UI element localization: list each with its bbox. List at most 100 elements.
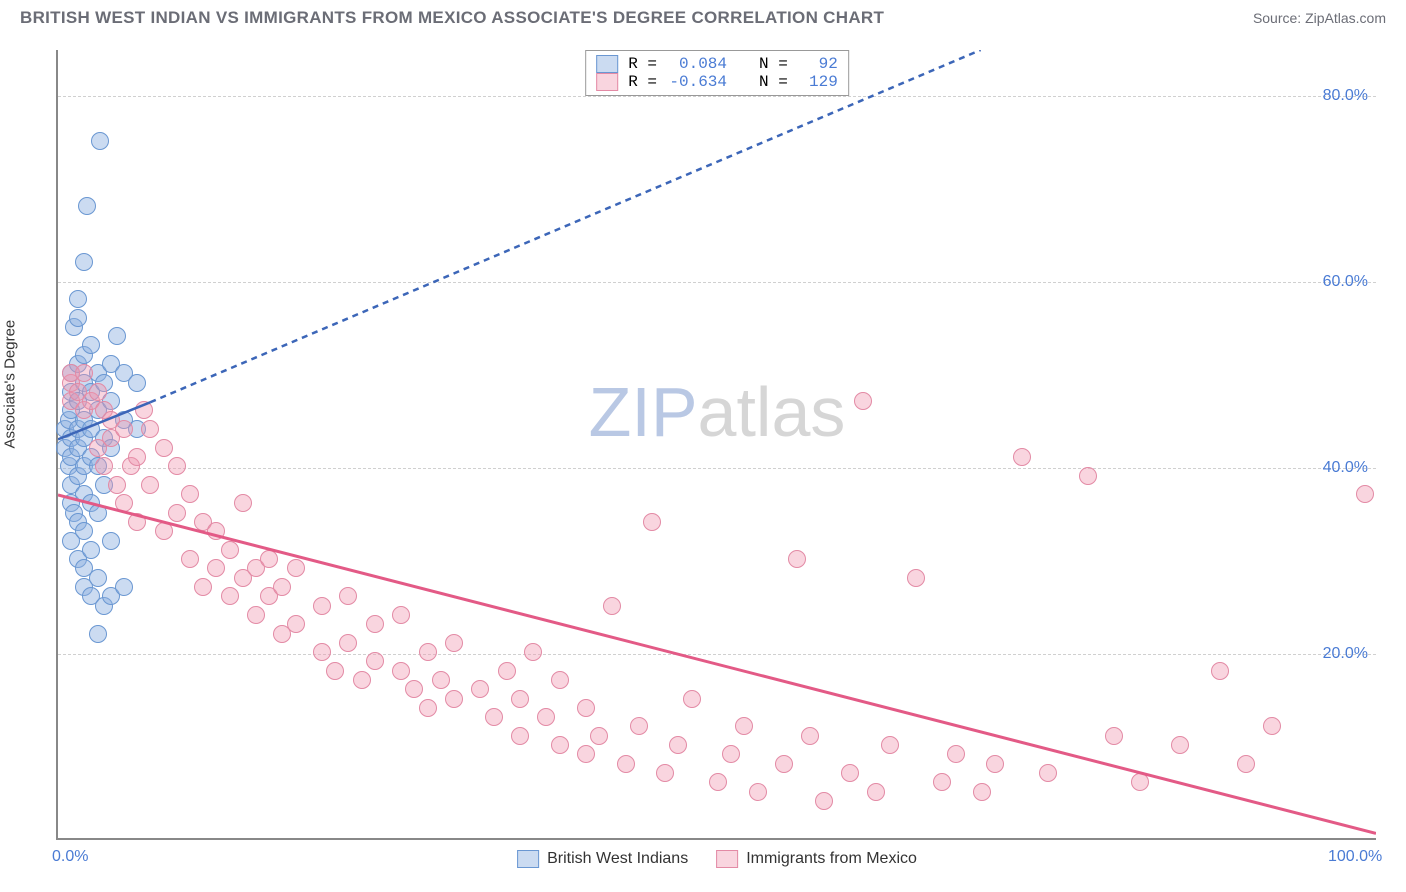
data-point-bwi [89, 504, 107, 522]
source-label: Source: ZipAtlas.com [1253, 10, 1386, 26]
stats-legend: R = 0.084 N = 92 R = -0.634 N = 129 [585, 50, 849, 96]
data-point-mex [247, 606, 265, 624]
data-point-mex [749, 783, 767, 801]
data-point-mex [590, 727, 608, 745]
data-point-mex [221, 541, 239, 559]
data-point-bwi [75, 522, 93, 540]
data-point-mex [801, 727, 819, 745]
data-point-mex [881, 736, 899, 754]
data-point-mex [287, 615, 305, 633]
data-point-mex [128, 513, 146, 531]
data-point-mex [221, 587, 239, 605]
data-point-mex [722, 745, 740, 763]
data-point-mex [405, 680, 423, 698]
data-point-bwi [102, 532, 120, 550]
data-point-mex [867, 783, 885, 801]
data-point-mex [551, 671, 569, 689]
data-point-bwi [108, 327, 126, 345]
data-point-mex [432, 671, 450, 689]
data-point-mex [617, 755, 635, 773]
gridline [58, 654, 1376, 655]
data-point-mex [168, 457, 186, 475]
data-point-mex [775, 755, 793, 773]
data-point-bwi [75, 253, 93, 271]
data-point-mex [1013, 448, 1031, 466]
gridline [58, 468, 1376, 469]
data-point-bwi [89, 569, 107, 587]
data-point-bwi [69, 290, 87, 308]
ytick-label: 60.0% [1323, 273, 1368, 291]
data-point-bwi [91, 132, 109, 150]
data-point-mex [1105, 727, 1123, 745]
legend-item-bwi: British West Indians [517, 850, 688, 868]
data-point-mex [1237, 755, 1255, 773]
data-point-mex [392, 606, 410, 624]
data-point-mex [709, 773, 727, 791]
data-point-mex [339, 587, 357, 605]
data-point-mex [551, 736, 569, 754]
data-point-mex [643, 513, 661, 531]
data-point-mex [1131, 773, 1149, 791]
data-point-mex [577, 699, 595, 717]
data-point-mex [313, 597, 331, 615]
data-point-mex [907, 569, 925, 587]
legend-item-mex: Immigrants from Mexico [716, 850, 917, 868]
data-point-mex [815, 792, 833, 810]
data-point-mex [933, 773, 951, 791]
regression-lines [58, 50, 1376, 838]
data-point-mex [75, 364, 93, 382]
data-point-mex [287, 559, 305, 577]
data-point-mex [524, 643, 542, 661]
data-point-mex [392, 662, 410, 680]
data-point-mex [669, 736, 687, 754]
data-point-mex [656, 764, 674, 782]
data-point-mex [207, 522, 225, 540]
data-point-mex [194, 578, 212, 596]
data-point-mex [366, 652, 384, 670]
data-point-mex [841, 764, 859, 782]
data-point-mex [135, 401, 153, 419]
data-point-mex [973, 783, 991, 801]
xtick-label: 0.0% [52, 848, 88, 866]
data-point-mex [339, 634, 357, 652]
data-point-mex [1079, 467, 1097, 485]
data-point-mex [260, 550, 278, 568]
data-point-mex [115, 494, 133, 512]
data-point-mex [155, 439, 173, 457]
data-point-mex [353, 671, 371, 689]
gridline [58, 282, 1376, 283]
data-point-mex [854, 392, 872, 410]
ytick-label: 40.0% [1323, 459, 1368, 477]
data-point-mex [95, 457, 113, 475]
ytick-label: 20.0% [1323, 645, 1368, 663]
data-point-mex [89, 383, 107, 401]
data-point-mex [537, 708, 555, 726]
data-point-mex [115, 420, 133, 438]
data-point-mex [141, 420, 159, 438]
data-point-mex [577, 745, 595, 763]
data-point-mex [498, 662, 516, 680]
data-point-mex [485, 708, 503, 726]
data-point-mex [168, 504, 186, 522]
data-point-bwi [82, 336, 100, 354]
data-point-mex [683, 690, 701, 708]
swatch-mex-icon [716, 850, 738, 868]
chart-header: BRITISH WEST INDIAN VS IMMIGRANTS FROM M… [0, 0, 1406, 32]
data-point-mex [1211, 662, 1229, 680]
series-legend: British West Indians Immigrants from Mex… [517, 850, 917, 868]
plot-area: ZIPatlas R = 0.084 N = 92 R = -0.634 N =… [56, 50, 1376, 840]
data-point-mex [141, 476, 159, 494]
data-point-mex [128, 448, 146, 466]
data-point-mex [986, 755, 1004, 773]
chart-container: Associate's Degree ZIPatlas R = 0.084 N … [16, 40, 1390, 870]
data-point-mex [445, 690, 463, 708]
data-point-mex [1263, 717, 1281, 735]
data-point-mex [155, 522, 173, 540]
data-point-mex [273, 578, 291, 596]
stats-row-mex: R = -0.634 N = 129 [596, 73, 838, 91]
gridline [58, 96, 1376, 97]
data-point-mex [326, 662, 344, 680]
data-point-bwi [82, 541, 100, 559]
chart-title: BRITISH WEST INDIAN VS IMMIGRANTS FROM M… [20, 8, 884, 28]
data-point-mex [181, 485, 199, 503]
